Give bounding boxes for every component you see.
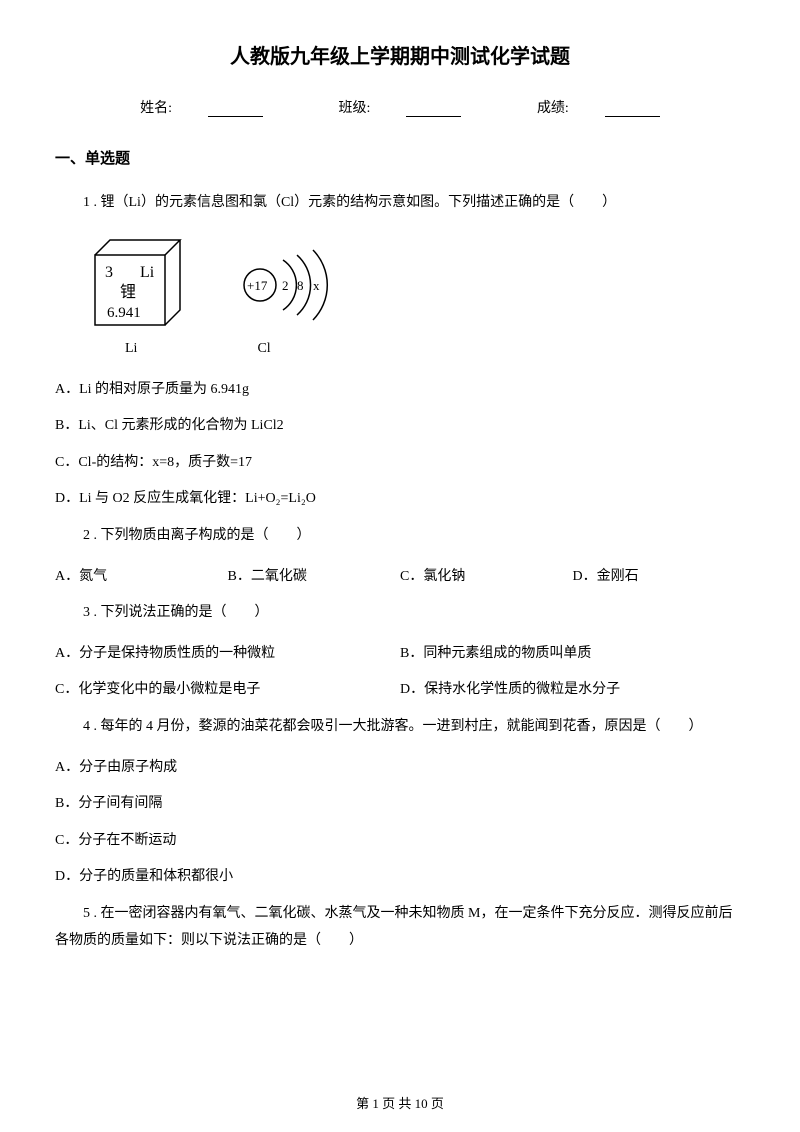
name-label: 姓名: (122, 101, 281, 116)
question-5: 5 . 在一密闭容器内有氧气、二氧化碳、水蒸气及一种未知物质 M，在一定条件下充… (55, 901, 745, 954)
chlorine-structure-icon: +17 2 8 x (235, 240, 365, 330)
svg-text:2: 2 (282, 278, 289, 293)
svg-text:3: 3 (105, 264, 113, 281)
student-info: 姓名: 班级: 成绩: (55, 97, 745, 117)
q3-row1: A．分子是保持物质性质的一种微粒 B．同种元素组成的物质叫单质 (55, 641, 745, 668)
page-title: 人教版九年级上学期期中测试化学试题 (55, 40, 745, 69)
class-label: 班级: (321, 101, 480, 116)
q4-option-a: A．分子由原子构成 (55, 755, 745, 782)
q1-option-d: D．Li 与 O2 反应生成氧化锂：Li+O₂=Li₂O (55, 486, 745, 513)
class-field[interactable] (406, 103, 461, 117)
q2-option-a: A．氮气 (55, 564, 228, 591)
q1-option-a: A．Li 的相对原子质量为 6.941g (55, 377, 745, 404)
question-4: 4 . 每年的 4 月份，婺源的油菜花都会吸引一大批游客。一进到村庄，就能闻到花… (55, 714, 745, 741)
li-label: Li (125, 341, 137, 357)
q3-option-c: C．化学变化中的最小微粒是电子 (55, 677, 400, 704)
cl-label: Cl (257, 341, 270, 357)
question-1: 1 . 锂（Li）的元素信息图和氯（Cl）元素的结构示意如图。下列描述正确的是（… (55, 190, 745, 217)
q4-option-d: D．分子的质量和体积都很小 (55, 864, 745, 891)
question-2: 2 . 下列物质由离子构成的是（ ） (55, 523, 745, 550)
svg-text:8: 8 (297, 278, 304, 293)
q1-option-b: B．Li、Cl 元素形成的化合物为 LiCl2 (55, 413, 745, 440)
q1-option-c: C．Cl-的结构：x=8，质子数=17 (55, 450, 745, 477)
svg-text:6.941: 6.941 (107, 305, 141, 321)
lithium-info-icon: 3 Li 锂 6.941 (85, 235, 195, 335)
q4-option-b: B．分子间有间隔 (55, 791, 745, 818)
q3-row2: C．化学变化中的最小微粒是电子 D．保持水化学性质的微粒是水分子 (55, 677, 745, 704)
name-field[interactable] (208, 103, 263, 117)
score-label: 成绩: (519, 101, 678, 116)
q2-option-b: B．二氧化碳 (228, 564, 401, 591)
svg-text:+17: +17 (247, 278, 268, 293)
q3-option-a: A．分子是保持物质性质的一种微粒 (55, 641, 400, 668)
q4-option-c: C．分子在不断运动 (55, 828, 745, 855)
q1-figure: 3 Li 锂 6.941 +17 2 8 x Li Cl (85, 235, 745, 357)
q3-option-d: D．保持水化学性质的微粒是水分子 (400, 677, 745, 704)
q2-option-c: C．氯化钠 (400, 564, 573, 591)
score-field[interactable] (605, 103, 660, 117)
svg-text:锂: 锂 (120, 283, 136, 301)
q2-option-d: D．金刚石 (573, 564, 746, 591)
question-3: 3 . 下列说法正确的是（ ） (55, 600, 745, 627)
q3-option-b: B．同种元素组成的物质叫单质 (400, 641, 745, 668)
section-header: 一、单选题 (55, 147, 745, 168)
svg-text:Li: Li (140, 264, 155, 281)
svg-text:x: x (313, 278, 320, 293)
page-footer: 第 1 页 共 10 页 (0, 1093, 800, 1112)
q2-options: A．氮气 B．二氧化碳 C．氯化钠 D．金刚石 (55, 564, 745, 591)
